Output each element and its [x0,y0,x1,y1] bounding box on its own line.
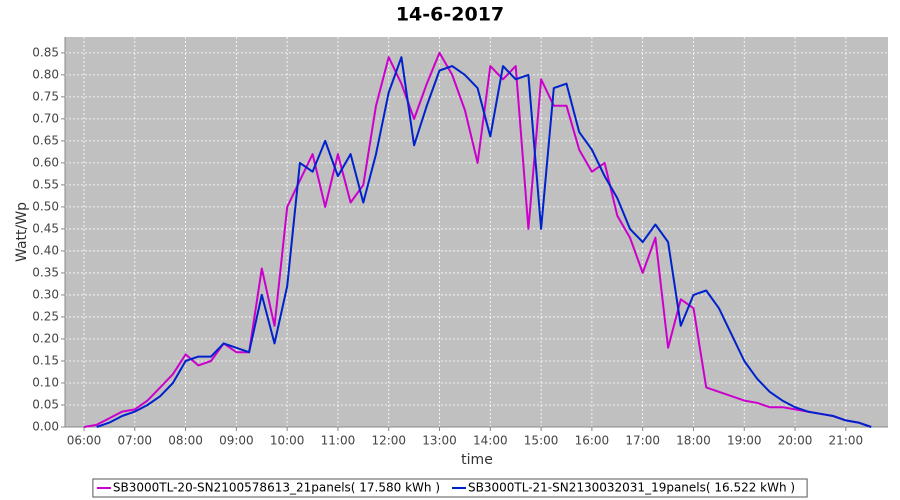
y-tick-label: 0.15 [32,353,59,367]
x-axis-label: time [461,452,493,468]
x-tick-label: 08:00 [168,434,203,448]
y-tick-label: 0.20 [32,331,59,345]
y-tick-label: 0.65 [32,133,59,147]
x-tick-label: 19:00 [727,434,762,448]
series-line [83,51,872,428]
y-tick-label: 0.30 [32,287,59,301]
y-tick-label: 0.80 [32,67,59,81]
y-tick-label: 0.55 [32,177,59,191]
y-tick-label: 0.70 [32,111,59,125]
x-tick-label: 10:00 [270,434,305,448]
chart-title: 14-6-2017 [396,4,504,26]
y-tick-label: 0.85 [32,45,59,59]
y-tick-label: 0.25 [32,309,59,323]
x-tick-label: 14:00 [473,434,508,448]
x-tick-label: 20:00 [778,434,813,448]
x-tick-label: 17:00 [625,434,660,448]
y-tick-label: 0.50 [32,199,59,213]
x-tick-label: 06:00 [67,434,102,448]
y-tick-label: 0.35 [32,265,59,279]
x-tick-label: 11:00 [321,434,356,448]
legend-label: SB3000TL-21-SN2130032031_19panels( 16.52… [468,481,795,495]
series-line [96,56,872,428]
x-tick-label: 15:00 [524,434,559,448]
x-tick-label: 21:00 [829,434,864,448]
y-tick-label: 0.40 [32,243,59,257]
x-tick-label: 13:00 [422,434,457,448]
y-tick-label: 0.10 [32,375,59,389]
y-axis-label: Watt/Wp [14,202,30,262]
y-tick-label: 0.00 [32,420,59,434]
y-tick-label: 0.05 [32,397,59,411]
y-tick-label: 0.75 [32,89,59,103]
x-tick-label: 18:00 [676,434,711,448]
x-tick-label: 09:00 [219,434,254,448]
x-tick-label: 07:00 [117,434,152,448]
x-tick-label: 12:00 [371,434,406,448]
y-tick-label: 0.60 [32,155,59,169]
legend-label: SB3000TL-20-SN2100578613_21panels( 17.58… [113,481,440,495]
plot-area [65,37,888,427]
y-tick-label: 0.45 [32,221,59,235]
legend-box [92,478,808,498]
x-tick-label: 16:00 [575,434,610,448]
